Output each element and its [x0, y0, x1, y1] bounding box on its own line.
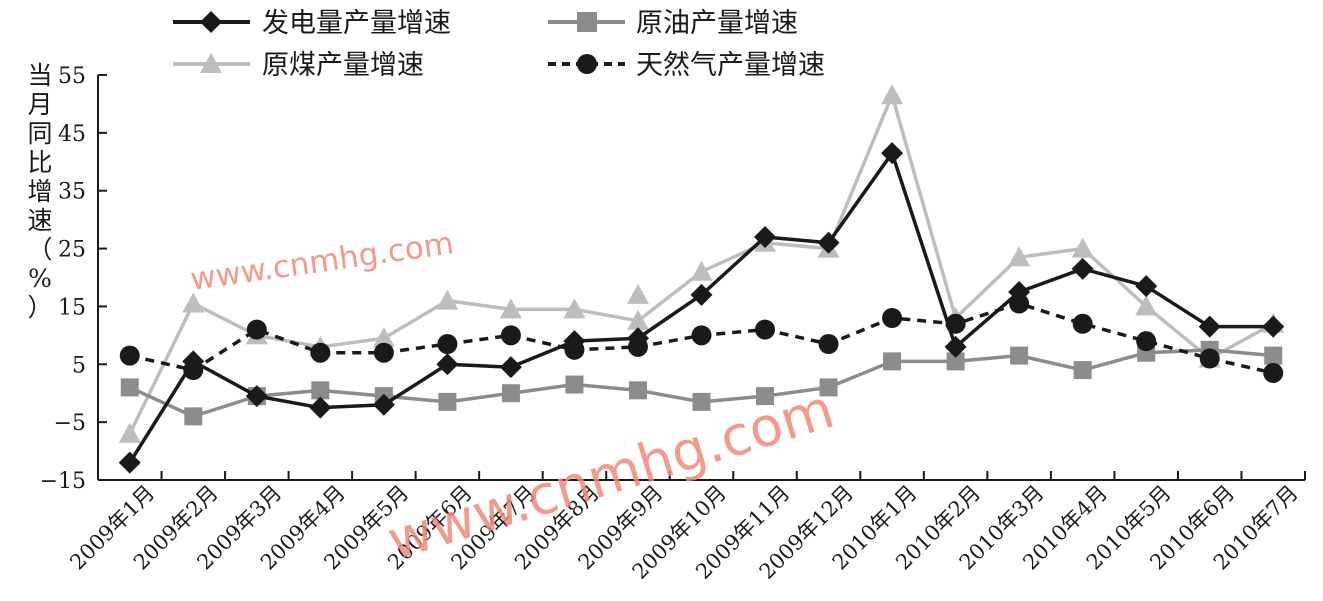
series-1-point	[883, 352, 902, 371]
series-0-point	[1262, 315, 1285, 338]
chart-legend: 发电量产量增速 原油产量增速 原煤产量增速 天然气产量增速	[173, 8, 825, 81]
series-2-point	[436, 289, 459, 310]
series-2-point	[881, 84, 904, 105]
y-axis-label-char: 比	[27, 148, 52, 177]
series-0-point	[309, 396, 332, 419]
series-2-point	[499, 298, 522, 319]
series-2-point	[690, 260, 713, 281]
series-1-point	[1073, 361, 1092, 380]
series-0-point	[1071, 257, 1094, 280]
series-2-point	[563, 298, 586, 319]
series-3-point	[119, 345, 140, 366]
series-0-point	[436, 353, 459, 376]
y-axis-label-char: 月	[27, 90, 52, 119]
series-0-point	[881, 142, 904, 165]
series-1-point	[311, 381, 330, 400]
y-tick-label: 15	[58, 295, 86, 320]
series-1-point	[819, 378, 838, 397]
series-3-point	[437, 334, 458, 355]
series-2-point	[118, 422, 141, 443]
y-tick-label: 55	[58, 64, 86, 89]
series-0-point	[118, 451, 141, 474]
series-0-point	[944, 335, 967, 358]
chart-series	[118, 84, 1285, 474]
series-0-point	[182, 350, 205, 373]
series-0	[118, 142, 1285, 474]
series-2-point	[1071, 237, 1094, 258]
legend-marker-1	[577, 12, 597, 32]
series-1-point	[628, 381, 647, 400]
series-3	[119, 293, 1284, 383]
series-2-point	[182, 292, 205, 313]
series-1-point	[565, 375, 584, 394]
y-axis-label-char: 增	[27, 177, 52, 206]
series-1-point	[1010, 346, 1029, 365]
y-axis-label-char: （	[27, 235, 52, 264]
y-axis-label-char: %	[28, 264, 52, 293]
y-axis-label-char: ）	[27, 293, 52, 322]
legend-label-1: 原油产量增速	[636, 8, 798, 39]
legend-label-2: 原煤产量增速	[262, 50, 424, 81]
legend-item-0: 发电量产量增速	[173, 8, 451, 39]
series-3-point	[310, 342, 331, 363]
series-0-point	[372, 393, 395, 416]
series-1-point	[438, 392, 457, 411]
y-tick-label: −5	[54, 411, 86, 436]
legend-marker-0	[200, 11, 222, 33]
y-tick-label: 5	[72, 353, 86, 378]
series-3-point	[1263, 362, 1284, 383]
series-2-point	[626, 309, 649, 330]
series-3-point	[500, 325, 521, 346]
series-2-point	[372, 327, 395, 348]
series-3-point	[691, 325, 712, 346]
legend-item-3: 天然气产量增速	[548, 50, 825, 81]
y-axis-label-char: 当	[27, 61, 52, 90]
legend-item-2: 原煤产量增速	[173, 50, 424, 81]
legend-label-0: 发电量产量增速	[262, 8, 451, 39]
series-0-point	[690, 283, 713, 306]
y-tick-label: 45	[58, 122, 86, 147]
series-0-point	[817, 231, 840, 254]
series-3-point	[373, 342, 394, 363]
series-0-point	[245, 385, 268, 408]
legend-marker-2	[200, 53, 222, 73]
series-0-point	[1198, 315, 1221, 338]
series-0-point	[1135, 275, 1158, 298]
series-1-point	[184, 407, 203, 426]
series-3-point	[755, 319, 776, 340]
series-0-point	[626, 327, 649, 350]
series-1	[120, 340, 1283, 426]
series-1-point	[120, 378, 139, 397]
series-2-point	[1135, 295, 1158, 316]
series-1-point	[1264, 346, 1283, 365]
legend-item-1: 原油产量增速	[548, 8, 798, 39]
y-tick-label: 35	[58, 180, 86, 205]
series-3-point	[1136, 331, 1157, 352]
series-3-point	[1199, 348, 1220, 369]
series-1-point	[756, 387, 775, 406]
y-tick-label: 25	[58, 238, 86, 263]
series-0-point	[563, 330, 586, 353]
series-1-point	[501, 384, 520, 403]
series-3-point	[1072, 313, 1093, 334]
y-axis-label-char: 同	[27, 119, 52, 148]
series-0-point	[754, 226, 777, 248]
y-tick-label: −15	[40, 469, 86, 494]
chart-axes: −15−5515253545552009年1月2009年2月2009年3月200…	[40, 64, 1306, 584]
series-2-point	[1008, 246, 1031, 267]
watermark-small: www.cnmhg.com	[188, 225, 456, 298]
series-3-point	[882, 308, 903, 328]
legend-marker-3	[577, 54, 597, 74]
series-3-point	[818, 334, 839, 355]
series-0-point	[499, 356, 522, 379]
series-2-stray-point	[626, 283, 649, 304]
series-1-point	[692, 392, 711, 411]
series-3-point	[246, 319, 267, 340]
y-axis-label-char: 速	[27, 206, 52, 235]
series-1-point	[946, 352, 965, 371]
series-0-point	[1008, 280, 1031, 303]
legend-label-3: 天然气产量增速	[636, 50, 825, 81]
